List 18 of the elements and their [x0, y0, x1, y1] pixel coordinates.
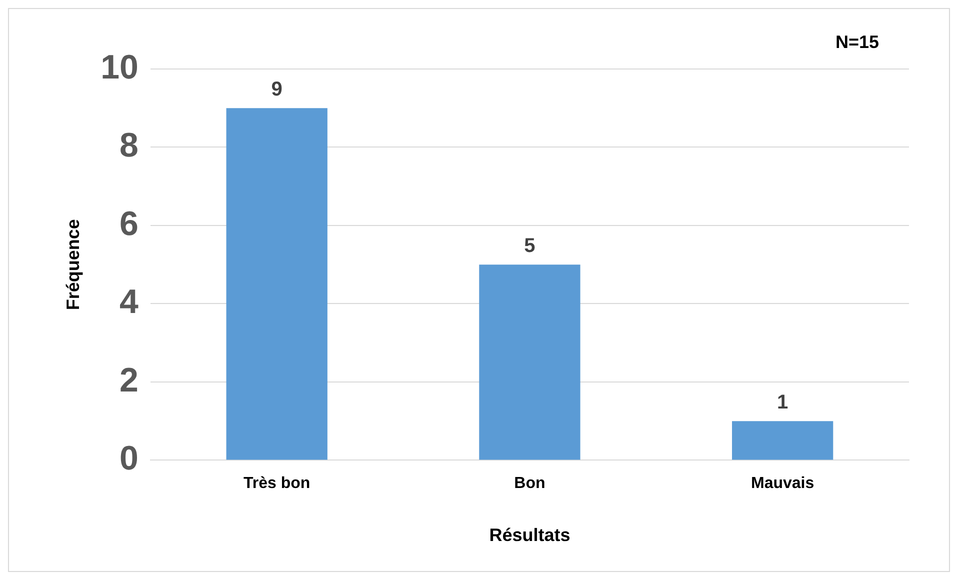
data-label: 1	[777, 392, 788, 414]
y-tick-label: 8	[119, 126, 138, 165]
x-tick-label: Bon	[514, 475, 546, 492]
y-axis-title: Fréquence	[62, 219, 83, 310]
x-axis-title: Résultats	[489, 525, 570, 546]
x-tick-label: Mauvais	[751, 475, 814, 492]
bar	[732, 421, 834, 460]
y-tick-label: 10	[100, 48, 138, 86]
y-tick-label: 4	[119, 283, 138, 322]
data-label: 5	[524, 235, 536, 258]
text: N=15	[835, 32, 879, 52]
bar	[226, 108, 328, 460]
bar	[479, 264, 580, 460]
y-tick-label: 0	[119, 440, 138, 478]
y-tick-label: 6	[119, 204, 138, 243]
x-tick-label: Très bon	[244, 475, 310, 492]
y-tick-label: 2	[119, 361, 138, 400]
data-label: 9	[271, 78, 282, 101]
